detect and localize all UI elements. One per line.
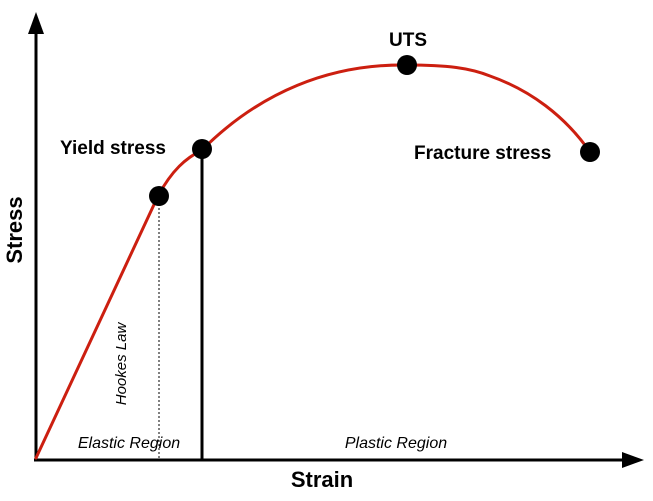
axes [28, 12, 644, 468]
y-axis-arrowhead [28, 12, 44, 34]
yield-stress-label: Yield stress [60, 138, 166, 159]
fracture-stress-marker [580, 142, 600, 162]
fracture-stress-label: Fracture stress [414, 143, 551, 164]
plastic-region-label: Plastic Region [345, 435, 447, 452]
uts-label: UTS [389, 30, 427, 51]
y-axis-title: Stress [2, 196, 27, 263]
elastic-region-label: Elastic Region [78, 435, 180, 452]
x-axis-title: Strain [291, 467, 353, 492]
uts-marker [397, 55, 417, 75]
stress-strain-curve [34, 63, 592, 460]
proportional-limit-marker [149, 186, 169, 206]
x-axis-arrowhead [622, 452, 644, 468]
yield-stress-marker [192, 139, 212, 159]
hookes-law-label: Hookes Law [113, 322, 130, 406]
